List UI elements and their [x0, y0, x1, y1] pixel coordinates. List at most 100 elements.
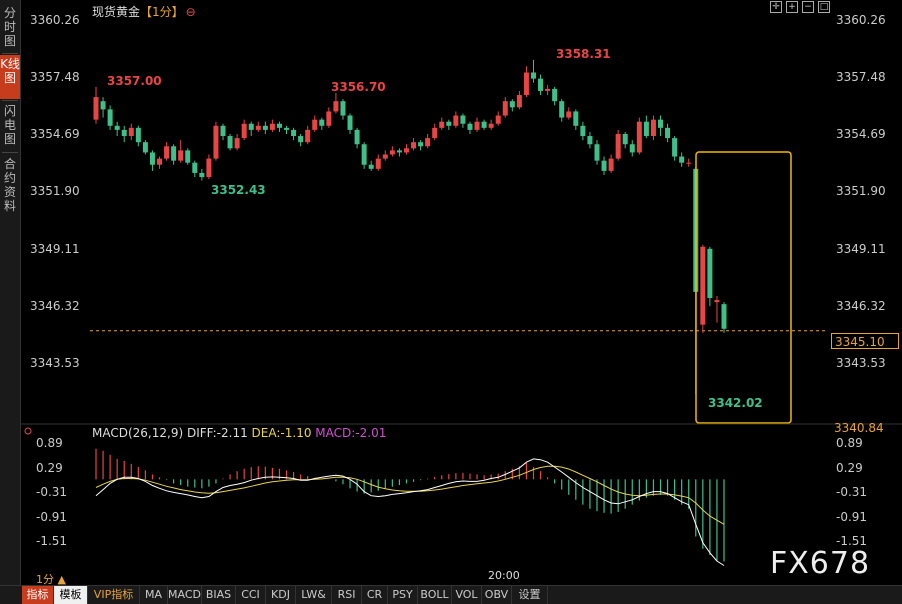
- tab-flash-chart[interactable]: 闪电图: [3, 104, 16, 146]
- candle-body: [291, 129, 297, 137]
- price-axis-label-right: 3354.69: [836, 127, 886, 142]
- candle-body: [340, 101, 346, 116]
- candle-body: [305, 129, 311, 143]
- candle-body: [432, 127, 438, 139]
- indicator-tab-14[interactable]: OBV: [482, 586, 512, 604]
- annotation-mid-high: 3356.70: [331, 80, 386, 94]
- candle-body: [276, 123, 282, 128]
- zoom-in-icon[interactable]: +: [786, 1, 798, 13]
- candle-body: [227, 136, 233, 149]
- candle-body: [481, 121, 487, 128]
- candle-body: [566, 111, 572, 118]
- candle-body: [269, 123, 275, 130]
- fullscreen-icon[interactable]: □: [818, 1, 830, 13]
- candle-body: [255, 125, 261, 130]
- indicator-tab-10[interactable]: CR: [362, 586, 388, 604]
- candle-body: [460, 115, 466, 124]
- macd-axis-label-left: -0.91: [36, 509, 68, 524]
- overlay-toggle-icon[interactable]: ⊖: [185, 5, 196, 19]
- zoom-out-icon[interactable]: −: [802, 1, 814, 13]
- candle-body: [559, 101, 565, 118]
- candle-body: [403, 148, 409, 153]
- indicator-tab-0[interactable]: 指标: [22, 586, 54, 604]
- annotation-low-recent: 3342.02: [708, 396, 763, 410]
- candle-body: [326, 111, 332, 126]
- period-label: 1分: [36, 573, 54, 586]
- kline-chart[interactable]: [0, 0, 902, 585]
- timeframe-label[interactable]: 【1分】: [140, 5, 184, 19]
- candle-body: [284, 127, 290, 130]
- indicator-tab-12[interactable]: BOLL: [418, 586, 452, 604]
- indicator-tab-4[interactable]: MACD: [168, 586, 202, 604]
- macd-diff-value: DIFF:-2.11: [186, 426, 248, 440]
- candle-body: [615, 133, 621, 159]
- candle-body: [93, 97, 99, 120]
- candle-body: [220, 125, 226, 137]
- annotation-high-left: 3357.00: [107, 74, 162, 88]
- tab-kline[interactable]: K线图: [0, 55, 20, 99]
- candle-body: [135, 127, 141, 143]
- candle-body: [262, 125, 268, 130]
- indicator-tab-13[interactable]: VOL: [452, 586, 482, 604]
- low-price-marker: 3340.84: [834, 421, 884, 435]
- instrument-name: 现货黄金: [92, 5, 141, 19]
- candle-body: [636, 121, 642, 153]
- candle-body: [467, 123, 473, 130]
- annotation-peak: 3358.31: [556, 47, 611, 61]
- indicator-tab-15[interactable]: 设置: [512, 586, 548, 604]
- sidebar: 分时图 K线图 闪电图 合约资料: [0, 0, 21, 585]
- candle-body: [171, 146, 177, 161]
- candle-body: [538, 78, 544, 91]
- macd-axis-label-left: -0.31: [36, 485, 68, 499]
- candle-body: [213, 125, 219, 159]
- indicator-tab-8[interactable]: LW&: [296, 586, 332, 604]
- macd-diff-line: [95, 458, 725, 566]
- price-axis-label-right: 3343.53: [836, 356, 886, 370]
- candle-body: [157, 158, 163, 165]
- crosshair-icon[interactable]: ✛: [770, 1, 782, 13]
- indicator-tab-7[interactable]: KDJ: [266, 586, 296, 604]
- macd-axis-label-right: -0.31: [836, 485, 868, 499]
- candle-body: [580, 125, 586, 137]
- chart-title: 现货黄金【1分】 ⊖: [92, 3, 196, 20]
- price-axis-label-left: 3357.48: [30, 69, 80, 84]
- candle-body: [516, 95, 522, 108]
- sidebar-divider: [2, 100, 18, 101]
- candle-body: [707, 248, 713, 299]
- macd-axis-label-left: -1.51: [36, 534, 68, 548]
- indicator-tab-11[interactable]: PSY: [388, 586, 418, 604]
- candle-body: [199, 172, 205, 178]
- tab-timeshare[interactable]: 分时图: [3, 6, 16, 48]
- candle-body: [665, 127, 671, 139]
- candle-body: [185, 150, 191, 163]
- indicator-tab-bar: 指标 模板 VIP指标 MA MACD BIAS CCI KDJ LW& RSI CR PSY BOLL…: [0, 585, 902, 604]
- candle-body: [509, 101, 515, 108]
- price-axis-label-right: 3357.48: [836, 69, 886, 84]
- period-selector[interactable]: 1分 ▲: [36, 571, 66, 587]
- macd-value: MACD:-2.01: [315, 426, 387, 440]
- indicator-tab-1[interactable]: 模板: [54, 586, 88, 604]
- price-axis-label-right: 3360.26: [836, 13, 886, 27]
- candle-body: [714, 300, 720, 303]
- indicator-tab-5[interactable]: BIAS: [202, 586, 236, 604]
- indicator-tab-3[interactable]: MA: [140, 586, 168, 604]
- candle-body: [361, 144, 367, 165]
- candle-body: [686, 162, 692, 164]
- tab-contract-info[interactable]: 合约资料: [3, 157, 16, 213]
- candle-body: [234, 138, 240, 149]
- candle-body: [601, 160, 607, 171]
- period-arrow-icon: ▲: [57, 573, 66, 586]
- price-axis-label-left: 3346.32: [30, 298, 80, 313]
- macd-indicator-label[interactable]: MACD(26,12,9) DIFF:-2.11 DEA:-1.10 MACD:…: [92, 426, 386, 440]
- candle-body: [425, 138, 431, 147]
- candle-body: [375, 158, 381, 169]
- candle-body: [608, 158, 614, 171]
- indicator-tab-2[interactable]: VIP指标: [88, 586, 140, 604]
- indicator-tab-9[interactable]: RSI: [332, 586, 362, 604]
- macd-axis-label-left: 0.89: [36, 436, 63, 450]
- indicator-tab-6[interactable]: CCI: [236, 586, 266, 604]
- macd-params: MACD(26,12,9): [92, 426, 184, 440]
- candle-body: [142, 142, 148, 153]
- candle-body: [100, 101, 106, 110]
- price-axis-label-right: 3346.32: [836, 298, 886, 313]
